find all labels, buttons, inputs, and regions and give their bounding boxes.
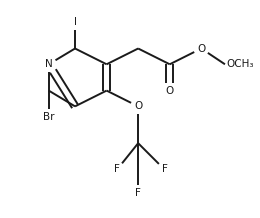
Text: F: F [114, 165, 120, 174]
Text: I: I [74, 17, 76, 27]
Text: OCH₃: OCH₃ [226, 59, 254, 69]
Text: N: N [45, 59, 53, 69]
Text: Br: Br [43, 112, 55, 122]
Text: O: O [166, 86, 174, 95]
Text: F: F [161, 165, 167, 174]
Text: O: O [197, 44, 205, 53]
Text: O: O [134, 101, 142, 111]
Text: F: F [135, 188, 141, 198]
